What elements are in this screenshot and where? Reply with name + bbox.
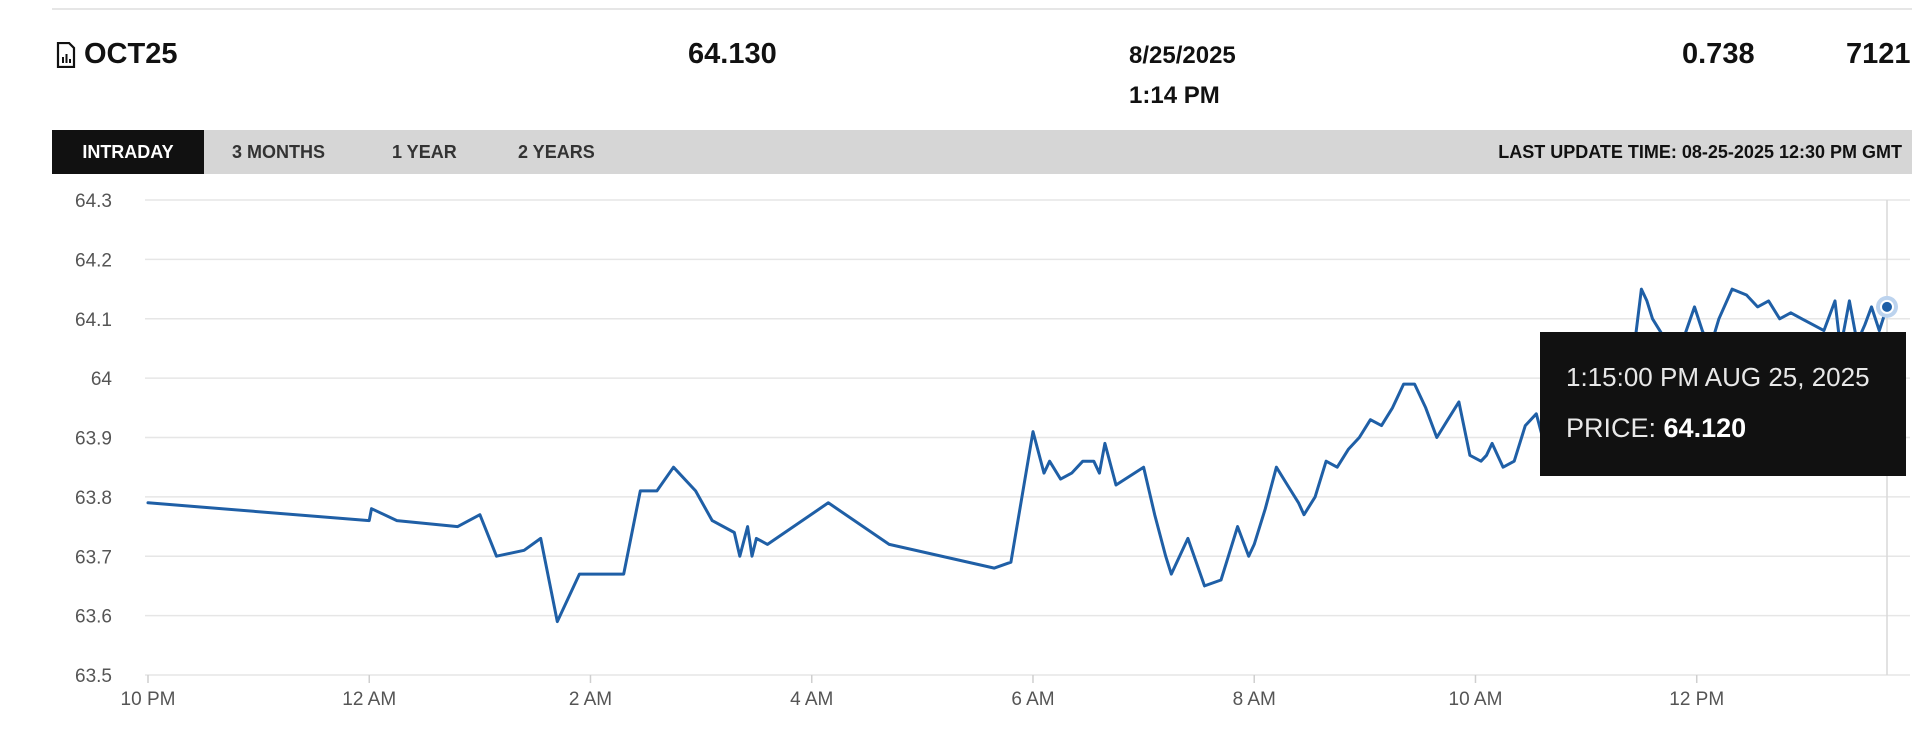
last-update-time: LAST UPDATE TIME: 08-25-2025 12:30 PM GM…	[1498, 142, 1902, 162]
x-axis-ticks: 10 PM 12 AM 2 AM 4 AM 6 AM 8 AM 10 AM 12 PM	[121, 675, 1724, 710]
tooltip-price: PRICE: 64.120	[1566, 413, 1880, 444]
y-tick-label: 64.1	[75, 310, 112, 331]
y-tick-label: 63.8	[75, 488, 112, 509]
x-tick-label: 10 PM	[121, 689, 176, 710]
y-tick-label: 63.9	[75, 429, 112, 450]
price-tooltip: 1:15:00 PM AUG 25, 2025 PRICE: 64.120	[1540, 332, 1906, 476]
quote-datetime: 8/25/2025 1:14 PM	[1129, 36, 1236, 116]
document-chart-icon	[56, 41, 76, 68]
x-tick-label: 8 AM	[1233, 689, 1276, 710]
tab-1-year[interactable]: 1 YEAR	[392, 142, 457, 162]
range-tab-bar: INTRADAY 3 MONTHS 1 YEAR 2 YEARS LAST UP…	[52, 130, 1912, 174]
quote-time: 1:14 PM	[1129, 82, 1220, 109]
last-price: 64.130	[688, 38, 777, 70]
tooltip-price-value: 64.120	[1663, 413, 1747, 443]
x-tick-label: 4 AM	[790, 689, 833, 710]
tooltip-time: 1:15:00 PM AUG 25, 2025	[1566, 362, 1870, 392]
y-tick-label: 64.3	[75, 191, 112, 212]
quote-date: 8/25/2025	[1129, 42, 1236, 69]
y-tick-label: 63.7	[75, 547, 112, 568]
tab-2-years[interactable]: 2 YEARS	[518, 142, 595, 162]
y-tick-label: 63.6	[75, 607, 112, 628]
y-tick-label: 63.5	[75, 666, 112, 687]
chart-grid	[145, 199, 1910, 676]
x-tick-label: 6 AM	[1011, 689, 1054, 710]
quote-symbol[interactable]: OCT25	[56, 38, 177, 71]
x-tick-label: 10 AM	[1449, 689, 1503, 710]
intraday-price-chart[interactable]: 64.3 64.2 64.1 64 63.9 63.8 63.7 63.6 63.5 10 PM…	[0, 180, 1920, 720]
symbol-label: OCT25	[84, 38, 178, 70]
x-tick-label: 12 AM	[342, 689, 396, 710]
quote-row: OCT25 64.130 8/25/2025 1:14 PM 0.738 712…	[52, 30, 1912, 110]
tab-3-months[interactable]: 3 MONTHS	[232, 142, 326, 162]
hover-point-marker[interactable]	[1880, 299, 1894, 314]
x-tick-label: 2 AM	[569, 689, 612, 710]
tab-intraday[interactable]: INTRADAY	[52, 130, 204, 174]
x-tick-label: 12 PM	[1669, 689, 1724, 710]
y-tick-label: 64	[91, 369, 113, 390]
y-axis-ticks: 64.3 64.2 64.1 64 63.9 63.8 63.7 63.6 63.5	[75, 191, 112, 687]
y-tick-label: 64.2	[75, 250, 112, 271]
volume: 7121	[1846, 38, 1911, 70]
tooltip-price-label: PRICE:	[1566, 413, 1664, 443]
price-change: 0.738	[1682, 38, 1755, 70]
top-divider	[52, 8, 1912, 10]
